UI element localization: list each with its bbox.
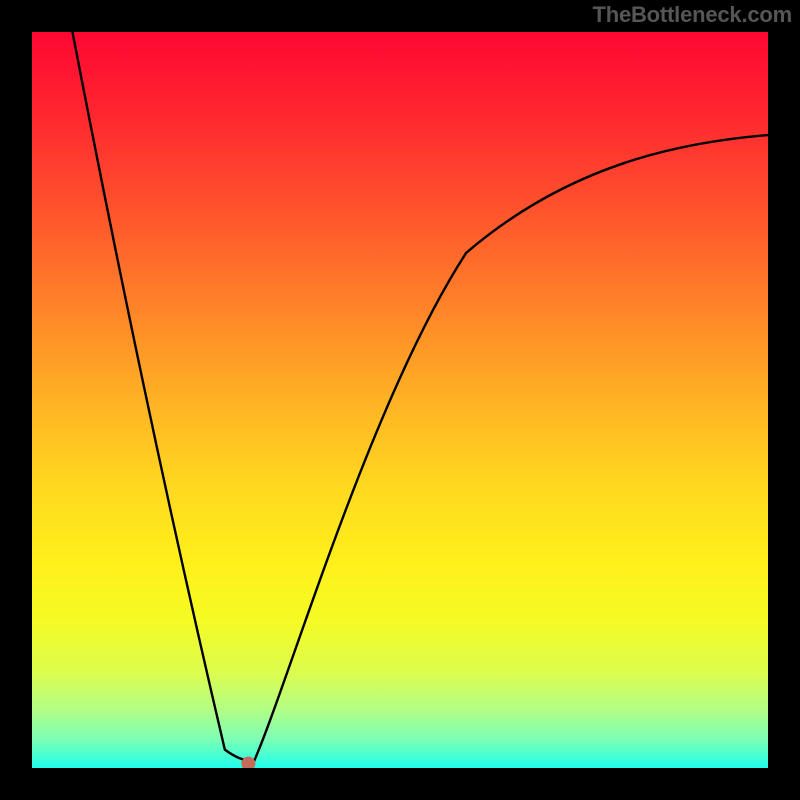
plot-svg	[32, 32, 768, 768]
watermark-text: TheBottleneck.com	[592, 2, 792, 28]
plot-background	[32, 32, 768, 768]
chart-container: TheBottleneck.com	[0, 0, 800, 800]
plot-area	[32, 32, 768, 768]
